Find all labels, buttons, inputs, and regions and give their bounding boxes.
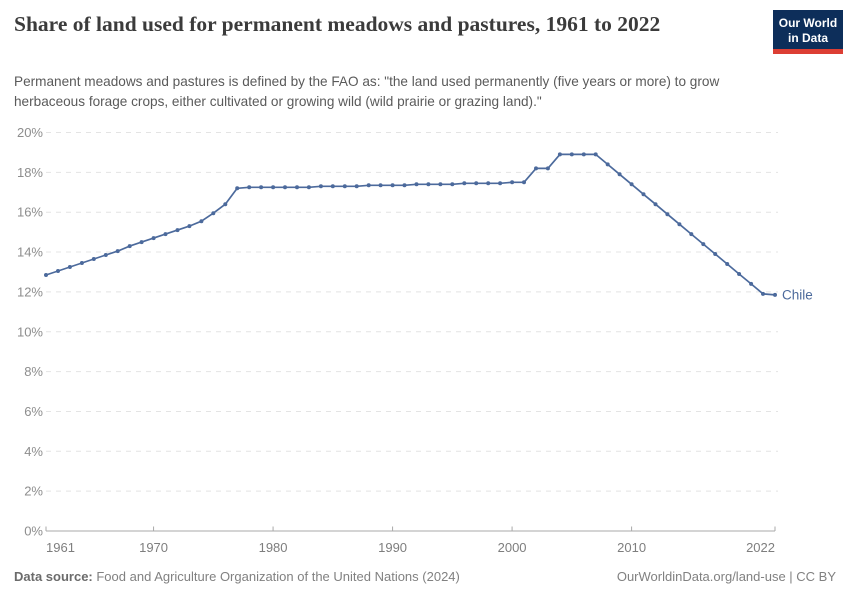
owid-logo-red-bar bbox=[773, 49, 843, 54]
data-point bbox=[115, 249, 120, 254]
data-source-text: Food and Agriculture Organization of the… bbox=[92, 569, 460, 584]
data-point bbox=[773, 292, 777, 297]
data-point bbox=[187, 224, 192, 229]
x-axis-tick-label: 2022 bbox=[746, 540, 775, 555]
x-axis-tick-label: 1961 bbox=[46, 540, 75, 555]
x-axis-tick-label: 1970 bbox=[139, 540, 168, 555]
data-point bbox=[426, 182, 431, 187]
data-point bbox=[342, 184, 347, 189]
data-point bbox=[689, 232, 694, 237]
owid-logo-line2: in Data bbox=[787, 31, 828, 45]
data-point bbox=[713, 252, 718, 256]
data-point bbox=[247, 185, 252, 190]
data-point bbox=[641, 192, 646, 197]
y-axis-tick-label: 20% bbox=[17, 125, 43, 140]
data-point bbox=[701, 242, 706, 247]
data-point bbox=[737, 272, 742, 276]
data-point bbox=[761, 291, 765, 296]
data-point bbox=[378, 183, 383, 188]
footer-citation: OurWorldinData.org/land-use | CC BY bbox=[616, 569, 836, 584]
data-point bbox=[175, 228, 180, 233]
y-axis-tick-label: 8% bbox=[24, 364, 43, 379]
data-point bbox=[522, 180, 526, 185]
data-point bbox=[462, 181, 467, 186]
data-point bbox=[295, 185, 299, 190]
data-point bbox=[629, 182, 634, 187]
data-point bbox=[617, 172, 622, 177]
y-axis-tick-label: 10% bbox=[17, 324, 43, 339]
data-point bbox=[283, 185, 287, 190]
y-axis-tick-label: 14% bbox=[17, 245, 43, 260]
x-axis-tick-label: 1980 bbox=[259, 540, 288, 555]
data-point bbox=[67, 265, 72, 269]
data-point bbox=[366, 183, 371, 188]
data-point bbox=[534, 166, 538, 171]
data-point bbox=[498, 181, 503, 186]
y-axis-tick-label: 18% bbox=[17, 165, 43, 180]
data-point bbox=[56, 269, 60, 273]
data-point bbox=[199, 219, 204, 224]
series-end-label: Chile bbox=[782, 287, 813, 302]
owid-logo-line1: Our World bbox=[778, 16, 838, 30]
data-point bbox=[438, 182, 443, 187]
data-point bbox=[725, 262, 730, 266]
data-point bbox=[510, 180, 515, 185]
series-line bbox=[45, 153, 776, 296]
y-axis-tick-label: 2% bbox=[24, 484, 43, 499]
y-axis-tick-label: 4% bbox=[24, 444, 43, 459]
data-point bbox=[390, 183, 395, 188]
data-point bbox=[677, 222, 682, 227]
data-point bbox=[653, 202, 658, 207]
data-point bbox=[306, 185, 311, 190]
data-point bbox=[474, 181, 479, 186]
y-axis-tick-label: 12% bbox=[17, 284, 43, 299]
data-point bbox=[163, 232, 168, 237]
data-point bbox=[139, 240, 144, 245]
data-point bbox=[79, 261, 84, 265]
data-point bbox=[151, 236, 156, 241]
y-axis-tick-label: 6% bbox=[24, 404, 43, 419]
data-point bbox=[354, 184, 359, 189]
line-chart: 0% 2% 4% 6% 8% 10% 12% 14% 16% 18% 20% 1961 1970 1980… bbox=[17, 125, 813, 555]
data-point bbox=[414, 182, 419, 187]
data-point bbox=[211, 211, 216, 216]
data-point bbox=[91, 257, 96, 261]
data-point bbox=[450, 182, 455, 187]
data-point bbox=[402, 183, 407, 188]
data-point bbox=[665, 212, 670, 217]
data-point bbox=[593, 152, 598, 157]
x-axis-tick-label: 1990 bbox=[378, 540, 407, 555]
data-point bbox=[486, 181, 491, 186]
x-axis-tick-label: 2000 bbox=[498, 540, 527, 555]
data-point bbox=[605, 162, 610, 167]
y-axis-tick-label: 0% bbox=[24, 524, 43, 539]
data-point bbox=[318, 184, 323, 189]
data-point bbox=[545, 166, 550, 171]
data-point bbox=[44, 273, 48, 277]
data-point bbox=[330, 184, 335, 189]
data-point bbox=[581, 152, 586, 157]
data-point bbox=[223, 202, 228, 207]
data-point bbox=[259, 185, 264, 190]
data-source-label: Data source: bbox=[14, 569, 93, 584]
data-point bbox=[127, 244, 132, 249]
data-source-note: Data source: Food and Agriculture Organi… bbox=[14, 569, 460, 584]
data-point bbox=[557, 152, 562, 157]
chart-title: Share of land used for permanent meadows… bbox=[14, 12, 661, 36]
data-point bbox=[103, 253, 108, 257]
owid-logo[interactable]: Our World in Data bbox=[773, 10, 843, 54]
chart-footer: Data source: Food and Agriculture Organi… bbox=[14, 569, 836, 584]
data-point bbox=[271, 185, 276, 190]
chart-subtitle: Permanent meadows and pastures is define… bbox=[14, 74, 720, 109]
y-axis-tick-label: 16% bbox=[17, 205, 43, 220]
data-point bbox=[749, 281, 754, 286]
x-axis-tick-label: 2010 bbox=[617, 540, 646, 555]
data-point bbox=[235, 186, 240, 191]
data-point bbox=[569, 152, 574, 157]
